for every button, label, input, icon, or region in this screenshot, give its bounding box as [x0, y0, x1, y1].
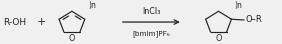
Text: [bmim]PF₆: [bmim]PF₆	[133, 30, 171, 37]
Text: InCl₃: InCl₃	[142, 7, 161, 16]
Text: )n: )n	[235, 1, 243, 10]
Text: )n: )n	[88, 1, 96, 10]
Text: +: +	[37, 17, 47, 27]
Text: O: O	[69, 34, 75, 43]
Text: O–R: O–R	[246, 15, 262, 24]
Text: R-OH: R-OH	[3, 18, 26, 27]
Text: O: O	[215, 34, 222, 43]
